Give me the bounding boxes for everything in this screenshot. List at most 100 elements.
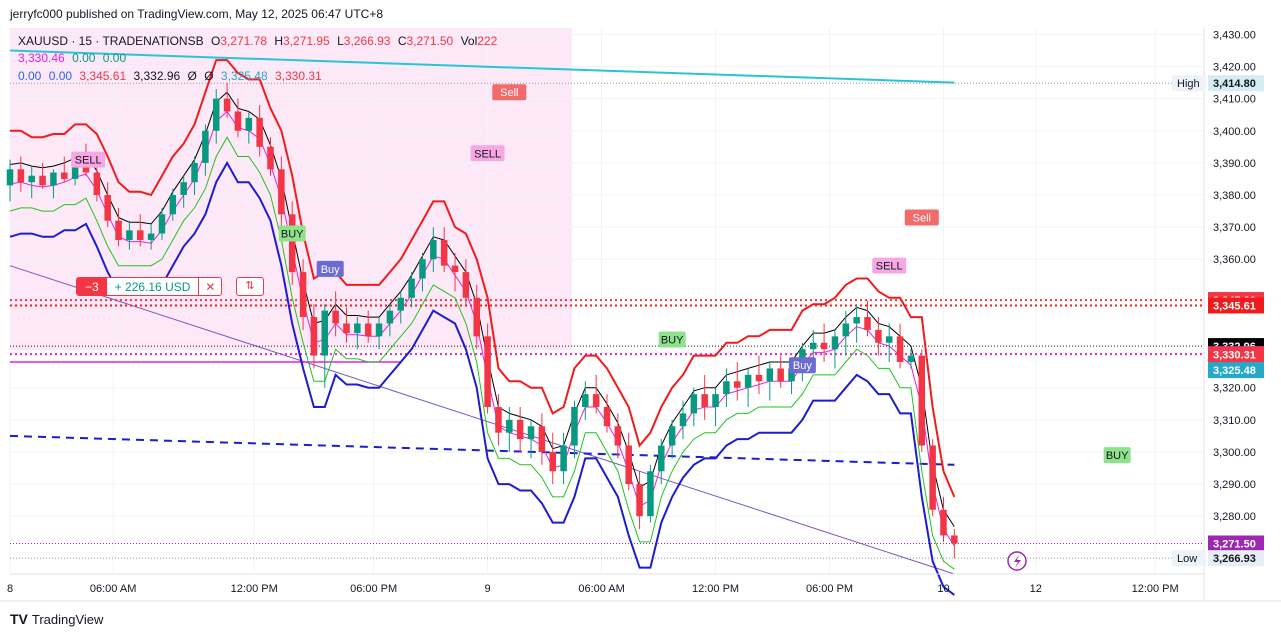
candle-body — [864, 317, 871, 330]
indicator-value: 3,332.96 — [133, 69, 181, 83]
candle-body — [136, 230, 144, 240]
signal-label: SELL — [474, 148, 501, 160]
signal-badge — [788, 357, 816, 374]
candle-body — [701, 394, 708, 407]
indicator-value: 3,330.46 — [18, 51, 65, 65]
candle-body — [484, 336, 491, 407]
candle-body — [71, 162, 79, 179]
indicator-lines — [9, 59, 956, 596]
low-value: 3,266.93 — [343, 34, 391, 48]
signal-badge — [904, 209, 939, 226]
candle-body — [267, 146, 274, 170]
candle-body — [582, 394, 589, 407]
open-label: O — [210, 34, 221, 48]
candle-body — [549, 451, 556, 472]
candle-body — [288, 214, 296, 273]
signal-label: Buy — [793, 360, 812, 372]
x-tick-label: 12:00 PM — [231, 583, 278, 595]
y-tick-label: 3,390.00 — [1213, 158, 1256, 170]
candle-body — [440, 239, 448, 266]
candle-body — [516, 419, 524, 440]
candle-body — [462, 272, 470, 298]
candle-body — [256, 117, 263, 147]
reverse-position-button[interactable]: ⇅ — [236, 277, 264, 296]
high-label: H — [274, 34, 284, 48]
candle-body — [907, 355, 915, 363]
candle-body — [115, 220, 122, 240]
price-tag-box — [1208, 346, 1264, 363]
tradingview-logo-icon: TV — [10, 611, 28, 627]
signal-badge — [872, 257, 907, 274]
candle-body — [82, 162, 90, 173]
position-quantity: −3 — [77, 278, 107, 295]
price-tag-name-box — [1172, 550, 1206, 567]
candle-body — [636, 484, 643, 517]
x-tick-label: 10 — [937, 583, 949, 595]
candle-body — [820, 342, 828, 350]
indicator-legend-1: 3,330.46 0.00 0.00 — [18, 51, 130, 65]
baseline-black — [9, 91, 955, 527]
flash-icon[interactable] — [1007, 551, 1027, 571]
y-tick-label: 3,310.00 — [1213, 415, 1256, 427]
position-widget[interactable]: −3 + 226.16 USD ✕ — [76, 277, 223, 296]
candle-body — [17, 169, 25, 183]
candle-body — [668, 426, 676, 446]
signal-label: BUY — [281, 229, 304, 241]
baseline-magenta — [9, 110, 955, 547]
signal-label: BUY — [1106, 450, 1129, 462]
candle-body — [614, 426, 622, 446]
signal-labels: SELLBUYBuySellSELLBUYBuySellSELLBUYSELLB… — [71, 84, 1131, 464]
supertrend-red — [10, 59, 956, 498]
indicator-legend-2: 0.00 0.00 3,345.61 3,332.96 Ø Ø 3,325.48… — [18, 69, 326, 83]
open-value: 3,271.78 — [220, 34, 267, 48]
volume-label: Vol — [460, 34, 478, 48]
candle-body — [6, 169, 14, 186]
candle-body — [278, 169, 285, 215]
time-axis[interactable]: 8 06:00 AM 12:00 PM 06:00 PM 9 06:00 AM 12:00 … — [7, 583, 1179, 595]
candle-body — [940, 509, 947, 536]
x-tick-label: 12:00 PM — [692, 583, 739, 595]
candle-body — [712, 394, 719, 407]
indicator-value: 0.00 — [102, 51, 127, 65]
candle-body — [896, 336, 904, 363]
candle-body — [202, 130, 209, 163]
signal-label: Sell — [913, 212, 931, 224]
signal-badge — [278, 225, 306, 242]
candle-body — [375, 323, 383, 337]
price-tag-label: 3,345.61 — [1213, 300, 1256, 312]
candle-body — [538, 426, 546, 452]
candle-body — [744, 374, 752, 388]
x-tick-label: 06:00 AM — [90, 583, 136, 595]
candle-body — [169, 195, 177, 215]
candle-body — [332, 310, 339, 324]
price-axis[interactable]: 3,430.00 3,420.00 3,410.00 3,400.00 3,390.00… — [1213, 29, 1256, 523]
candle-body — [158, 214, 166, 234]
candle-body — [223, 98, 231, 112]
candle-body — [321, 310, 329, 356]
position-pl: + 226.16 USD — [107, 278, 200, 295]
high-value: 3,271.95 — [283, 34, 330, 48]
close-position-button[interactable]: ✕ — [205, 280, 216, 294]
indicator-value: 0.00 — [72, 51, 96, 65]
brand-name: TradingView — [31, 611, 104, 627]
candle-body — [299, 272, 307, 318]
signal-label: BUY — [661, 335, 684, 347]
symbol-label[interactable]: XAUUSD · 15 · TRADENATIONSB — [18, 34, 204, 48]
y-tick-label: 3,430.00 — [1213, 29, 1256, 41]
candle-body — [571, 406, 578, 446]
y-tick-label: 3,380.00 — [1213, 190, 1256, 202]
candle-body — [506, 419, 513, 433]
candle-body — [603, 406, 611, 427]
x-tick-label: 9 — [485, 583, 491, 595]
y-tick-label: 3,400.00 — [1213, 126, 1256, 138]
footer-brand[interactable]: TV TradingView — [10, 611, 103, 627]
candle-body — [929, 445, 936, 510]
candle-body — [951, 535, 958, 544]
signal-badge — [658, 331, 686, 348]
y-tick-label: 3,290.00 — [1213, 479, 1256, 491]
candle-body — [875, 329, 882, 343]
candle-body — [343, 323, 350, 334]
candles — [6, 82, 958, 559]
candle-body — [625, 445, 632, 485]
